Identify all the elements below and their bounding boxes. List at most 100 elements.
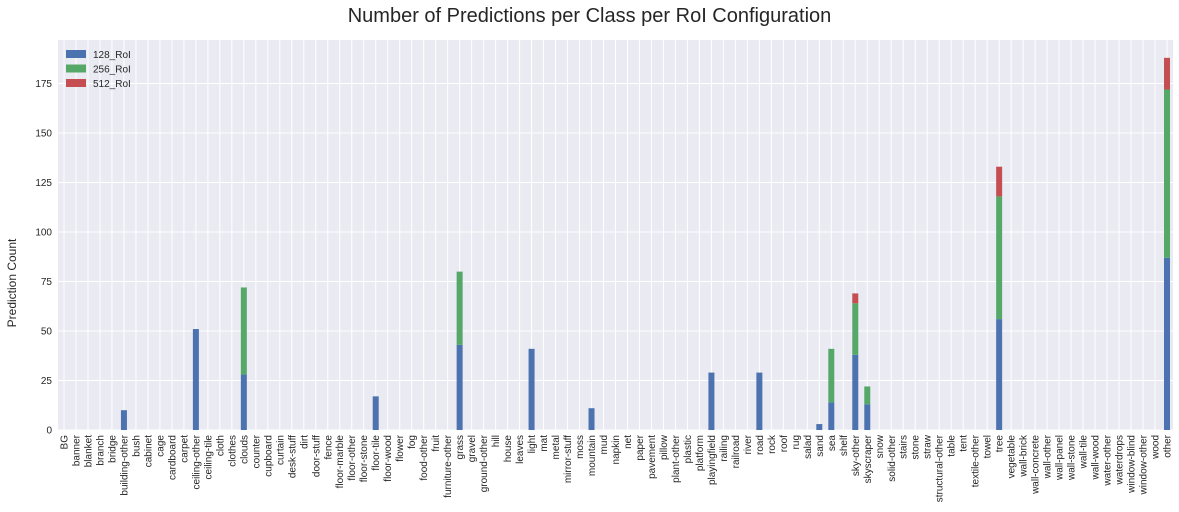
legend-label-512_RoI: 512_RoI bbox=[93, 79, 131, 90]
x-tick-label: napkin bbox=[611, 435, 622, 464]
legend-label-256_RoI: 256_RoI bbox=[93, 65, 131, 76]
x-tick-label: wood bbox=[1151, 435, 1162, 460]
x-tick-label: house bbox=[503, 435, 514, 463]
x-tick-label: mountain bbox=[587, 435, 598, 476]
bar-128_RoI-sea bbox=[828, 402, 835, 430]
bar-128_RoI-skyscraper bbox=[864, 404, 871, 430]
x-tick-label: snow bbox=[875, 434, 886, 458]
x-tick-label: wall-wood bbox=[1091, 435, 1102, 480]
x-tick-label: plastic bbox=[683, 435, 694, 463]
x-tick-label: shelf bbox=[839, 435, 850, 456]
bar-128_RoI-road bbox=[756, 372, 763, 430]
x-tick-label: wall-concrete bbox=[1031, 435, 1042, 495]
bar-128_RoI-sand bbox=[816, 424, 823, 430]
bar-128_RoI-building-other bbox=[120, 410, 127, 430]
x-tick-label: food-other bbox=[419, 434, 430, 480]
x-tick-label: clouds bbox=[239, 435, 250, 464]
x-tick-label: pillow bbox=[659, 434, 670, 460]
x-tick-label: cabinet bbox=[143, 435, 154, 467]
x-tick-label: sea bbox=[827, 435, 838, 452]
x-tick-label: metal bbox=[551, 435, 562, 459]
x-tick-label: window-blind bbox=[1127, 435, 1138, 494]
bar-256_RoI-sky-other bbox=[852, 303, 859, 355]
x-tick-label: mud bbox=[599, 435, 610, 454]
bar-256_RoI-clouds bbox=[240, 287, 247, 375]
x-tick-label: moss bbox=[575, 435, 586, 459]
legend-swatch-512_RoI bbox=[66, 79, 86, 87]
bar-128_RoI-playingfield bbox=[708, 372, 715, 430]
x-tick-label: branch bbox=[95, 435, 106, 466]
x-tick-label: fruit bbox=[431, 435, 442, 452]
bar-128_RoI-mountain bbox=[588, 408, 595, 430]
x-tick-label: counter bbox=[251, 434, 262, 468]
x-tick-label: fence bbox=[323, 435, 334, 460]
x-tick-label: banner bbox=[71, 434, 82, 466]
x-tick-label: door-stuff bbox=[311, 435, 322, 477]
x-tick-label: light bbox=[527, 435, 538, 454]
chart-title: Number of Predictions per Class per RoI … bbox=[348, 5, 832, 27]
x-tick-label: wall-tile bbox=[1079, 435, 1090, 470]
x-tick-label: plant-other bbox=[671, 434, 682, 482]
x-tick-label: cage bbox=[155, 435, 166, 457]
x-tick-label: tent bbox=[959, 435, 970, 452]
bar-256_RoI-other bbox=[1164, 89, 1171, 258]
x-tick-label: stairs bbox=[899, 435, 910, 459]
x-tick-label: hill bbox=[491, 435, 502, 447]
x-tick-label: mat bbox=[539, 435, 550, 452]
x-tick-label: skyscraper bbox=[863, 434, 874, 483]
legend-swatch-256_RoI bbox=[66, 64, 86, 73]
x-tick-label: clothes bbox=[227, 435, 238, 467]
bar-128_RoI-tree bbox=[996, 319, 1003, 430]
x-tick-label: sand bbox=[815, 435, 826, 457]
x-tick-label: vegetable bbox=[1007, 435, 1018, 479]
x-tick-label: paper bbox=[635, 434, 646, 460]
x-tick-label: bridge bbox=[107, 435, 118, 463]
bar-256_RoI-sea bbox=[828, 348, 835, 403]
x-tick-label: structural-other bbox=[935, 434, 946, 502]
x-tick-label: straw bbox=[923, 434, 934, 459]
x-tick-label: ground-other bbox=[479, 434, 490, 492]
x-tick-label: sky-other bbox=[851, 434, 862, 476]
x-tick-label: platform bbox=[695, 435, 706, 471]
x-tick-label: blanket bbox=[83, 435, 94, 467]
x-tick-label: road bbox=[755, 435, 766, 455]
x-tick-label: window-other bbox=[1139, 434, 1150, 495]
x-tick-label: net bbox=[623, 435, 634, 449]
x-tick-label: carpet bbox=[179, 435, 190, 463]
x-tick-label: wall-panel bbox=[1055, 435, 1066, 481]
bar-512_RoI-sky-other bbox=[852, 293, 859, 304]
x-tick-label: roof bbox=[779, 435, 790, 452]
x-tick-label: solid-other bbox=[887, 434, 898, 481]
x-tick-label: other bbox=[1163, 434, 1174, 457]
x-tick-label: leaves bbox=[515, 435, 526, 464]
x-tick-label: textile-other bbox=[971, 434, 982, 487]
x-tick-label: cloth bbox=[215, 435, 226, 456]
bar-256_RoI-skyscraper bbox=[864, 386, 871, 405]
x-tick-label: floor-stone bbox=[359, 435, 370, 483]
x-tick-label: waterdrops bbox=[1115, 435, 1126, 485]
x-tick-label: curtain bbox=[275, 435, 286, 465]
bar-128_RoI-other bbox=[1164, 257, 1171, 430]
x-tick-label: floor-other bbox=[347, 434, 358, 480]
x-tick-label: pavement bbox=[647, 435, 658, 479]
bar-128_RoI-grass bbox=[456, 344, 463, 430]
y-tick-label: 25 bbox=[41, 376, 53, 387]
x-tick-label: rock bbox=[767, 434, 778, 454]
x-tick-label: floor-wood bbox=[383, 435, 394, 482]
x-tick-label: railing bbox=[719, 435, 730, 462]
x-tick-label: cupboard bbox=[263, 435, 274, 477]
x-tick-label: cardboard bbox=[167, 435, 178, 480]
plot-area: 0 25 50 75 100 125 150 175 BG banner blanket branch… bbox=[35, 40, 1174, 502]
x-tick-label: building-other bbox=[119, 434, 130, 495]
bar-128_RoI-clouds bbox=[240, 374, 247, 430]
x-tick-label: wall-stone bbox=[1067, 435, 1078, 481]
x-tick-label: water-other bbox=[1103, 434, 1114, 486]
x-tick-label: floor-marble bbox=[335, 435, 346, 489]
bar-256_RoI-grass bbox=[456, 271, 463, 345]
x-tick-label: floor-tile bbox=[371, 435, 382, 471]
x-tick-label: flower bbox=[395, 434, 406, 461]
y-tick-label: 175 bbox=[35, 79, 52, 90]
x-tick-label: tree bbox=[995, 435, 1006, 453]
x-tick-label: ceiling-tile bbox=[203, 435, 214, 480]
